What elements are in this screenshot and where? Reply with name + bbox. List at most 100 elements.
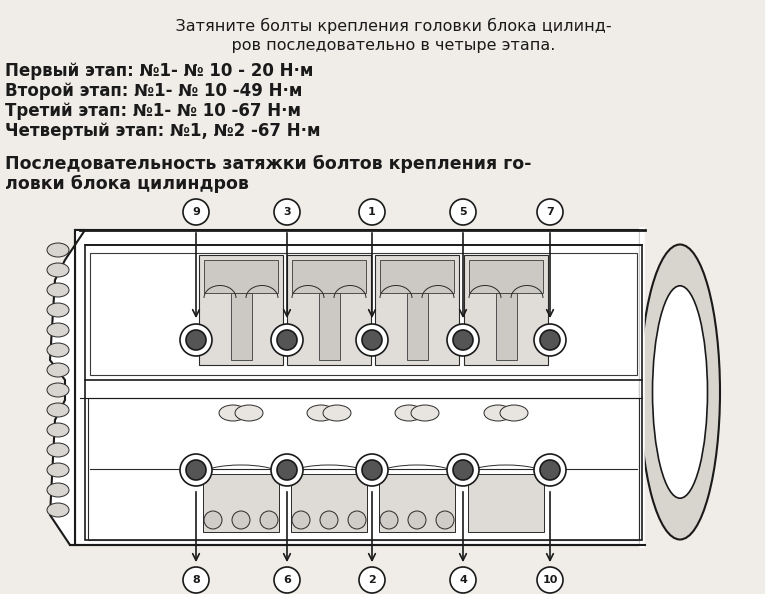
Bar <box>379 474 455 532</box>
Ellipse shape <box>395 405 423 421</box>
Circle shape <box>540 460 560 480</box>
Text: 10: 10 <box>542 575 558 585</box>
Bar <box>199 255 283 365</box>
Bar <box>292 260 366 293</box>
Circle shape <box>362 330 382 350</box>
Bar <box>496 293 517 360</box>
Circle shape <box>362 460 382 480</box>
Circle shape <box>453 330 473 350</box>
Circle shape <box>534 454 566 486</box>
Ellipse shape <box>307 405 335 421</box>
Ellipse shape <box>219 405 247 421</box>
Circle shape <box>186 460 206 480</box>
Polygon shape <box>50 230 85 545</box>
Text: 9: 9 <box>192 207 200 217</box>
Circle shape <box>348 511 366 529</box>
Bar <box>75 230 640 545</box>
Circle shape <box>537 199 563 225</box>
Bar <box>469 260 543 293</box>
Ellipse shape <box>47 503 69 517</box>
Text: 7: 7 <box>546 207 554 217</box>
Ellipse shape <box>500 405 528 421</box>
Circle shape <box>260 511 278 529</box>
Circle shape <box>274 567 300 593</box>
Circle shape <box>271 324 303 356</box>
Bar <box>464 255 548 365</box>
Circle shape <box>447 324 479 356</box>
Text: 2: 2 <box>368 575 376 585</box>
Text: Первый этап: №1- № 10 - 20 Н·м: Первый этап: №1- № 10 - 20 Н·м <box>5 62 314 80</box>
Text: ров последовательно в четыре этапа.: ров последовательно в четыре этапа. <box>211 38 555 53</box>
Circle shape <box>204 511 222 529</box>
Circle shape <box>277 460 297 480</box>
Text: Четвертый этап: №1, №2 -67 Н·м: Четвертый этап: №1, №2 -67 Н·м <box>5 122 321 140</box>
Bar <box>204 260 278 293</box>
Circle shape <box>450 199 476 225</box>
Circle shape <box>453 460 473 480</box>
Circle shape <box>359 567 385 593</box>
Ellipse shape <box>640 245 720 539</box>
Circle shape <box>277 330 297 350</box>
Text: 1: 1 <box>368 207 376 217</box>
Text: 3: 3 <box>283 207 291 217</box>
Bar <box>88 398 639 540</box>
Ellipse shape <box>411 405 439 421</box>
Ellipse shape <box>323 405 351 421</box>
Ellipse shape <box>47 403 69 417</box>
Circle shape <box>183 567 209 593</box>
Bar <box>319 293 340 360</box>
Bar <box>85 245 642 540</box>
Ellipse shape <box>484 405 512 421</box>
Circle shape <box>271 454 303 486</box>
Ellipse shape <box>47 483 69 497</box>
Text: Последовательность затяжки болтов крепления го-: Последовательность затяжки болтов крепле… <box>5 155 532 173</box>
Ellipse shape <box>47 303 69 317</box>
Circle shape <box>408 511 426 529</box>
Ellipse shape <box>47 363 69 377</box>
Ellipse shape <box>47 463 69 477</box>
Ellipse shape <box>47 443 69 457</box>
Circle shape <box>356 454 388 486</box>
Bar <box>375 255 459 365</box>
Text: Второй этап: №1- № 10 -49 Н·м: Второй этап: №1- № 10 -49 Н·м <box>5 82 302 100</box>
Circle shape <box>183 199 209 225</box>
Ellipse shape <box>47 283 69 297</box>
Ellipse shape <box>47 343 69 357</box>
Ellipse shape <box>47 263 69 277</box>
Bar <box>231 293 252 360</box>
Circle shape <box>436 511 454 529</box>
Circle shape <box>450 567 476 593</box>
Circle shape <box>540 330 560 350</box>
Text: Затяните болты крепления головки блока цилинд-: Затяните болты крепления головки блока ц… <box>155 18 611 34</box>
Circle shape <box>359 199 385 225</box>
Text: 4: 4 <box>459 575 467 585</box>
Text: 6: 6 <box>283 575 291 585</box>
Text: 8: 8 <box>192 575 200 585</box>
Circle shape <box>186 330 206 350</box>
Circle shape <box>180 324 212 356</box>
Circle shape <box>180 454 212 486</box>
Circle shape <box>356 324 388 356</box>
Ellipse shape <box>47 323 69 337</box>
Bar <box>287 255 371 365</box>
Ellipse shape <box>653 286 708 498</box>
Circle shape <box>274 199 300 225</box>
Text: 5: 5 <box>459 207 467 217</box>
Circle shape <box>534 324 566 356</box>
Text: Третий этап: №1- № 10 -67 Н·м: Третий этап: №1- № 10 -67 Н·м <box>5 102 301 120</box>
Circle shape <box>537 567 563 593</box>
Ellipse shape <box>47 383 69 397</box>
Ellipse shape <box>235 405 263 421</box>
Bar <box>291 474 367 532</box>
Circle shape <box>292 511 310 529</box>
Circle shape <box>380 511 398 529</box>
Circle shape <box>320 511 338 529</box>
Circle shape <box>232 511 250 529</box>
Ellipse shape <box>47 423 69 437</box>
Ellipse shape <box>47 243 69 257</box>
Bar <box>407 293 428 360</box>
Bar <box>90 253 637 375</box>
Bar <box>380 260 454 293</box>
Circle shape <box>447 454 479 486</box>
Bar <box>203 474 279 532</box>
